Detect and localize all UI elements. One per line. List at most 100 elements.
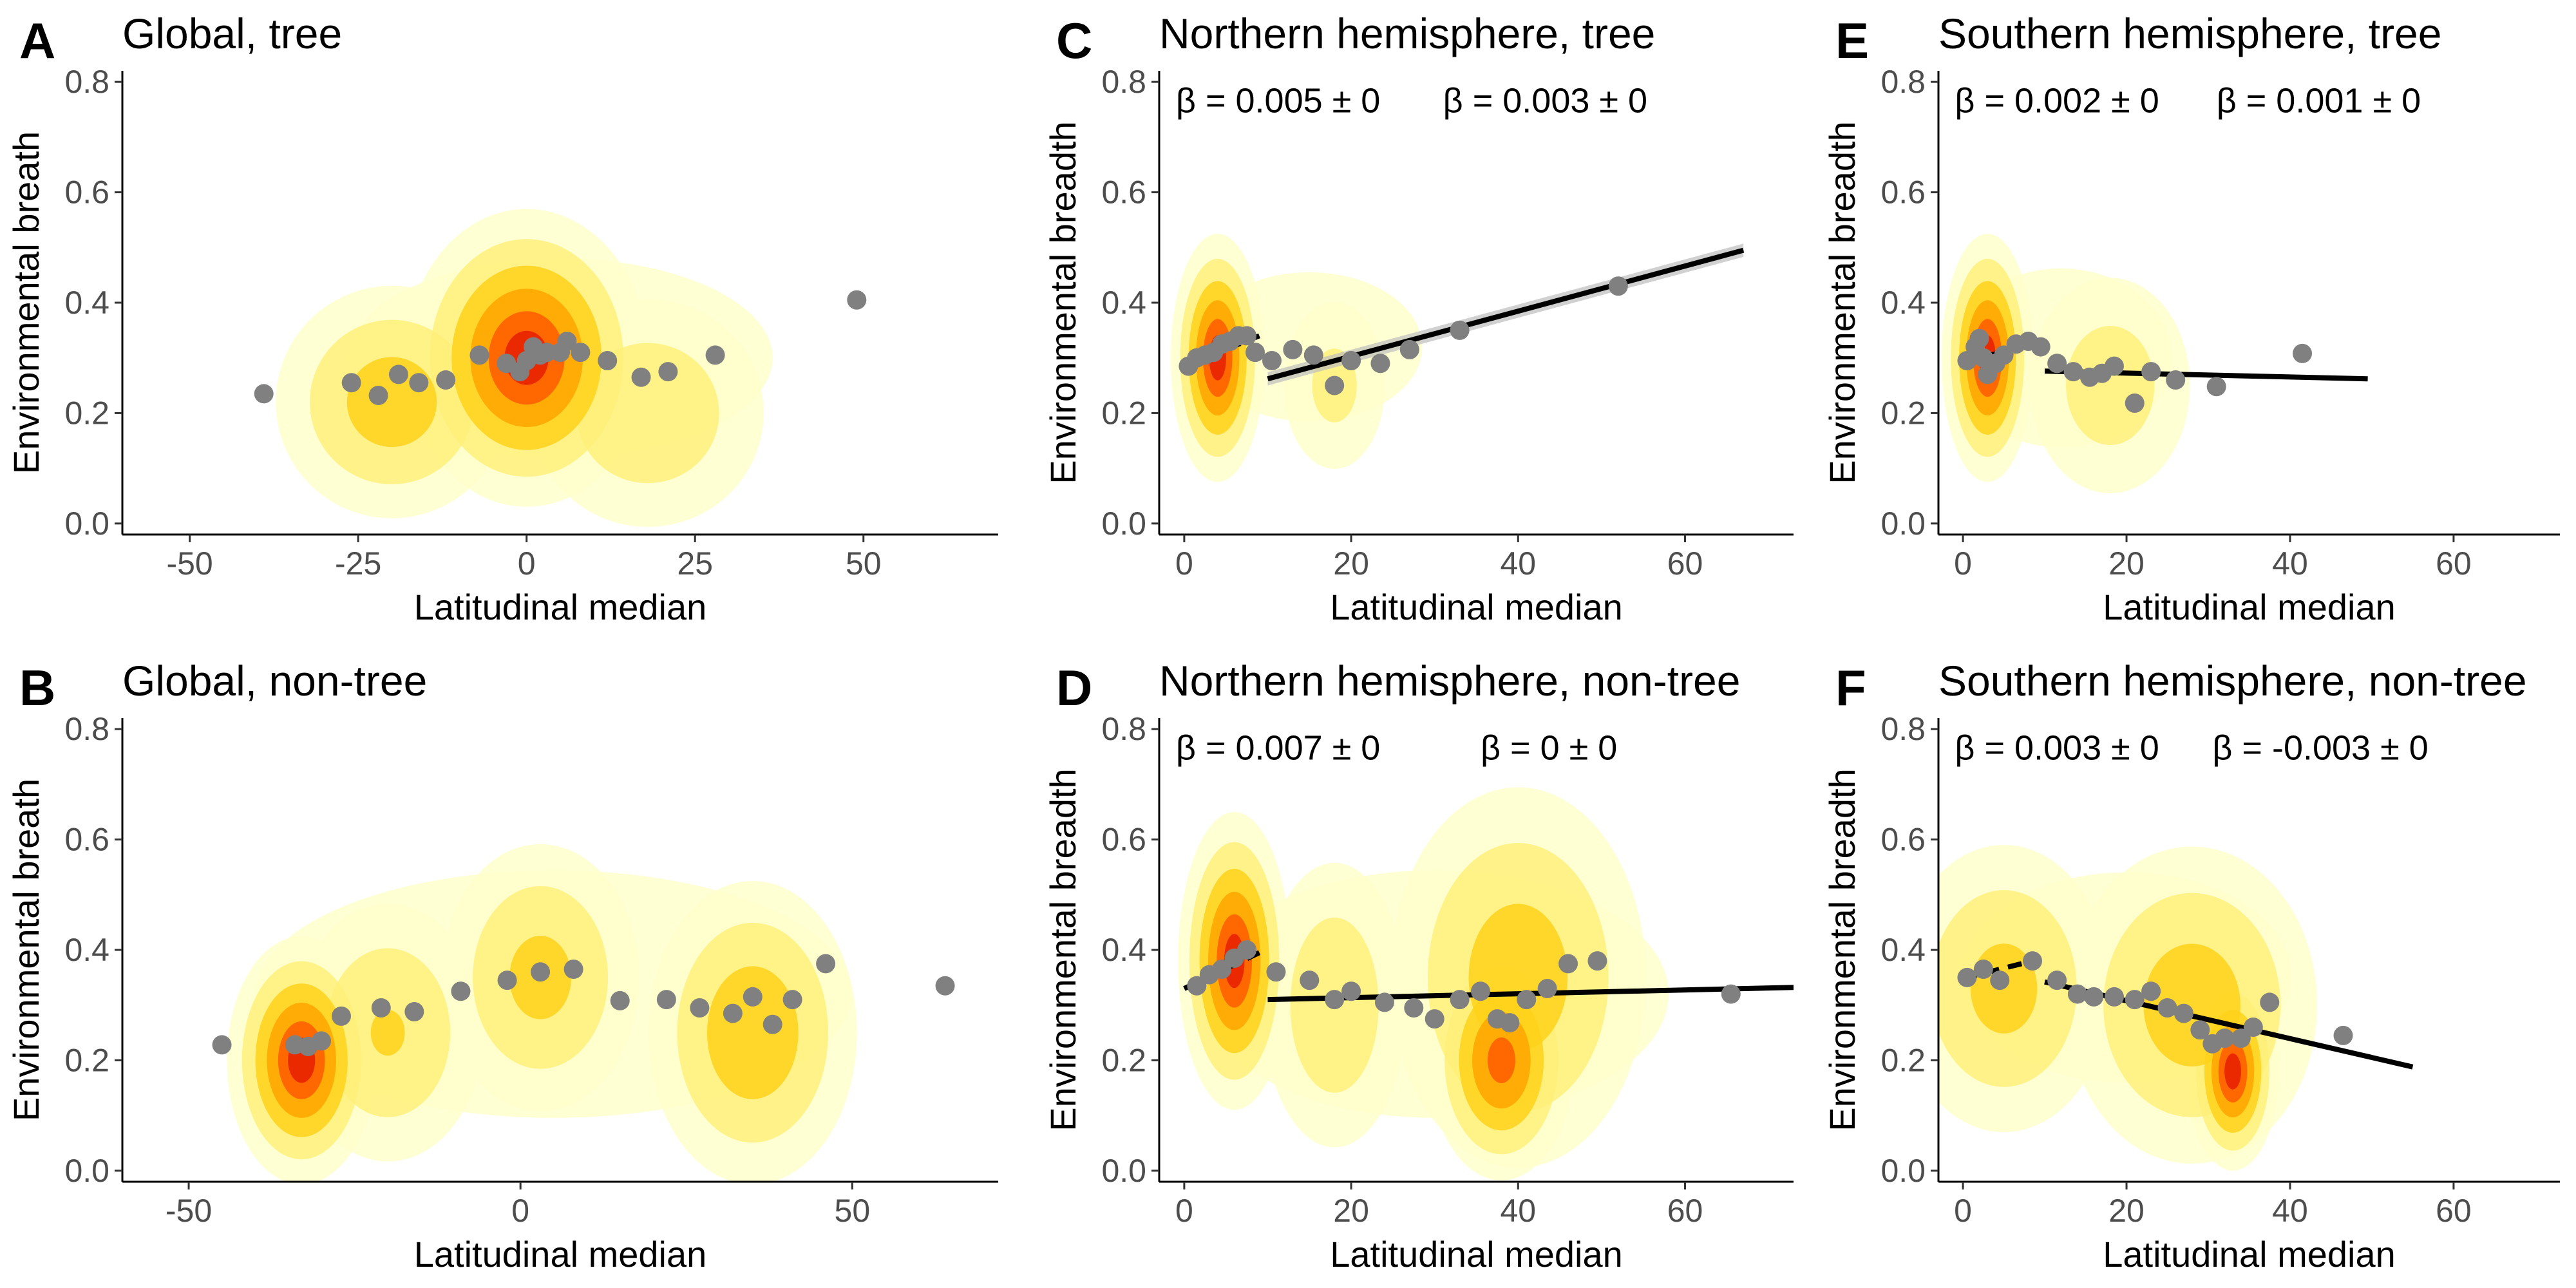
y-tick-label: 0.2: [1880, 395, 1926, 431]
panel-b: 0.0 0.2 0.4 0.6 0.8 -50 0 50 Latitudinal median E…: [6, 657, 998, 1274]
x-tick-label: 0: [1954, 545, 1972, 582]
y-tick-label: 0.2: [1880, 1042, 1926, 1078]
y-tick-label: 0.2: [64, 395, 109, 431]
data-point: [743, 987, 762, 1007]
data-point: [469, 345, 489, 365]
data-point: [690, 998, 710, 1018]
y-tick-label: 0.8: [64, 64, 109, 100]
data-point: [1558, 954, 1578, 974]
data-point: [1587, 951, 1607, 971]
y-tick-label: 0.4: [1880, 932, 1926, 968]
y-tick-label: 0.0: [64, 1153, 109, 1189]
x-tick-label: 40: [1500, 545, 1536, 582]
data-point: [658, 362, 678, 382]
data-point: [537, 343, 557, 363]
data-point: [816, 954, 836, 974]
data-point: [1517, 990, 1537, 1010]
data-point: [254, 384, 274, 404]
data-point: [1325, 375, 1345, 395]
beta-annotation: β = 0.002 ± 0: [1955, 81, 2159, 120]
data-point: [1973, 960, 1993, 979]
y-tick-label: 0.8: [1880, 64, 1926, 100]
panel-title: Global, non-tree: [122, 657, 427, 705]
data-point: [368, 386, 388, 405]
data-point: [2231, 1028, 2251, 1048]
data-point: [1425, 1009, 1444, 1029]
y-tick-label: 0.6: [1880, 175, 1926, 211]
density-field: [1178, 787, 1669, 1180]
x-tick-label: 20: [2108, 545, 2145, 582]
x-tick-label: 20: [1333, 1193, 1369, 1229]
data-point: [212, 1035, 232, 1055]
x-axis-title: Latitudinal median: [1330, 587, 1623, 627]
data-point: [705, 345, 725, 365]
y-tick-label: 0.6: [1101, 822, 1146, 858]
data-point: [2293, 343, 2313, 363]
data-point: [1303, 345, 1323, 365]
data-point: [2260, 992, 2280, 1012]
data-point: [2125, 393, 2145, 413]
data-point: [564, 960, 583, 979]
data-point: [2067, 984, 2087, 1004]
x-tick-label: -50: [166, 545, 213, 582]
data-point: [598, 351, 618, 370]
data-point: [1187, 976, 1207, 996]
panel-letter: F: [1835, 659, 1866, 716]
data-point: [935, 976, 955, 996]
data-point: [1266, 962, 1286, 982]
x-tick-label: -25: [335, 545, 381, 582]
data-point: [1237, 940, 1257, 960]
x-tick-label: 25: [677, 545, 713, 582]
beta-annotation: β = 0.001 ± 0: [2217, 81, 2421, 120]
data-point: [1341, 351, 1361, 370]
data-point: [1957, 967, 1977, 987]
y-tick-label: 0.6: [64, 175, 109, 211]
panel-title: Northern hemisphere, non-tree: [1159, 657, 1740, 705]
panel-a: 0.0 0.2 0.4 0.6 0.8 -50 -25 0 25 50 Latitudinal me…: [6, 10, 998, 627]
panel-title: Northern hemisphere, tree: [1159, 10, 1655, 57]
data-point: [451, 981, 471, 1001]
data-point: [1370, 354, 1390, 374]
data-point: [2084, 987, 2104, 1007]
data-point: [2206, 377, 2226, 397]
panel-d: 0.0 0.2 0.4 0.6 0.8 0 20 40 60 Latitudinal median…: [1043, 657, 1794, 1274]
data-point: [2174, 1003, 2193, 1023]
data-point: [1245, 343, 1265, 363]
panel-letter: D: [1056, 659, 1092, 716]
data-point: [1300, 971, 1320, 990]
data-point: [2166, 370, 2186, 390]
y-axis-title: Environmental breadth: [1822, 121, 1862, 484]
data-point: [1450, 320, 1470, 340]
data-point: [1608, 276, 1628, 296]
x-axis-title: Latitudinal median: [2103, 587, 2396, 627]
x-tick-label: 60: [1667, 1193, 1703, 1229]
panel-letter: E: [1835, 12, 1869, 69]
data-point: [1237, 326, 1257, 346]
data-point: [341, 373, 361, 393]
data-point: [1212, 960, 1232, 979]
y-tick-label: 0.8: [1101, 711, 1146, 747]
beta-annotation: β = 0.003 ± 0: [1955, 728, 2159, 767]
panel-title: Global, tree: [122, 10, 342, 57]
data-point: [1341, 981, 1361, 1001]
data-point: [557, 332, 577, 351]
data-point: [1500, 1013, 1520, 1033]
data-point: [610, 990, 630, 1010]
y-axis-title: Environmental breadth: [1822, 768, 1862, 1131]
y-tick-label: 0.2: [64, 1042, 109, 1078]
y-tick-label: 0.4: [64, 285, 109, 321]
x-tick-label: 60: [2436, 545, 2472, 582]
x-tick-label: 40: [1500, 1193, 1536, 1229]
data-point: [1969, 328, 1989, 348]
plot-area: [1178, 787, 1794, 1180]
data-point: [1470, 981, 1490, 1001]
data-point: [312, 1031, 332, 1051]
x-tick-label: 0: [511, 1193, 529, 1229]
y-tick-label: 0.8: [1880, 711, 1926, 747]
data-point: [1721, 984, 1741, 1004]
plot-area: [254, 209, 867, 527]
data-point: [388, 365, 408, 384]
data-point: [1450, 990, 1470, 1010]
y-axis-title: Environmental breath: [6, 779, 46, 1121]
